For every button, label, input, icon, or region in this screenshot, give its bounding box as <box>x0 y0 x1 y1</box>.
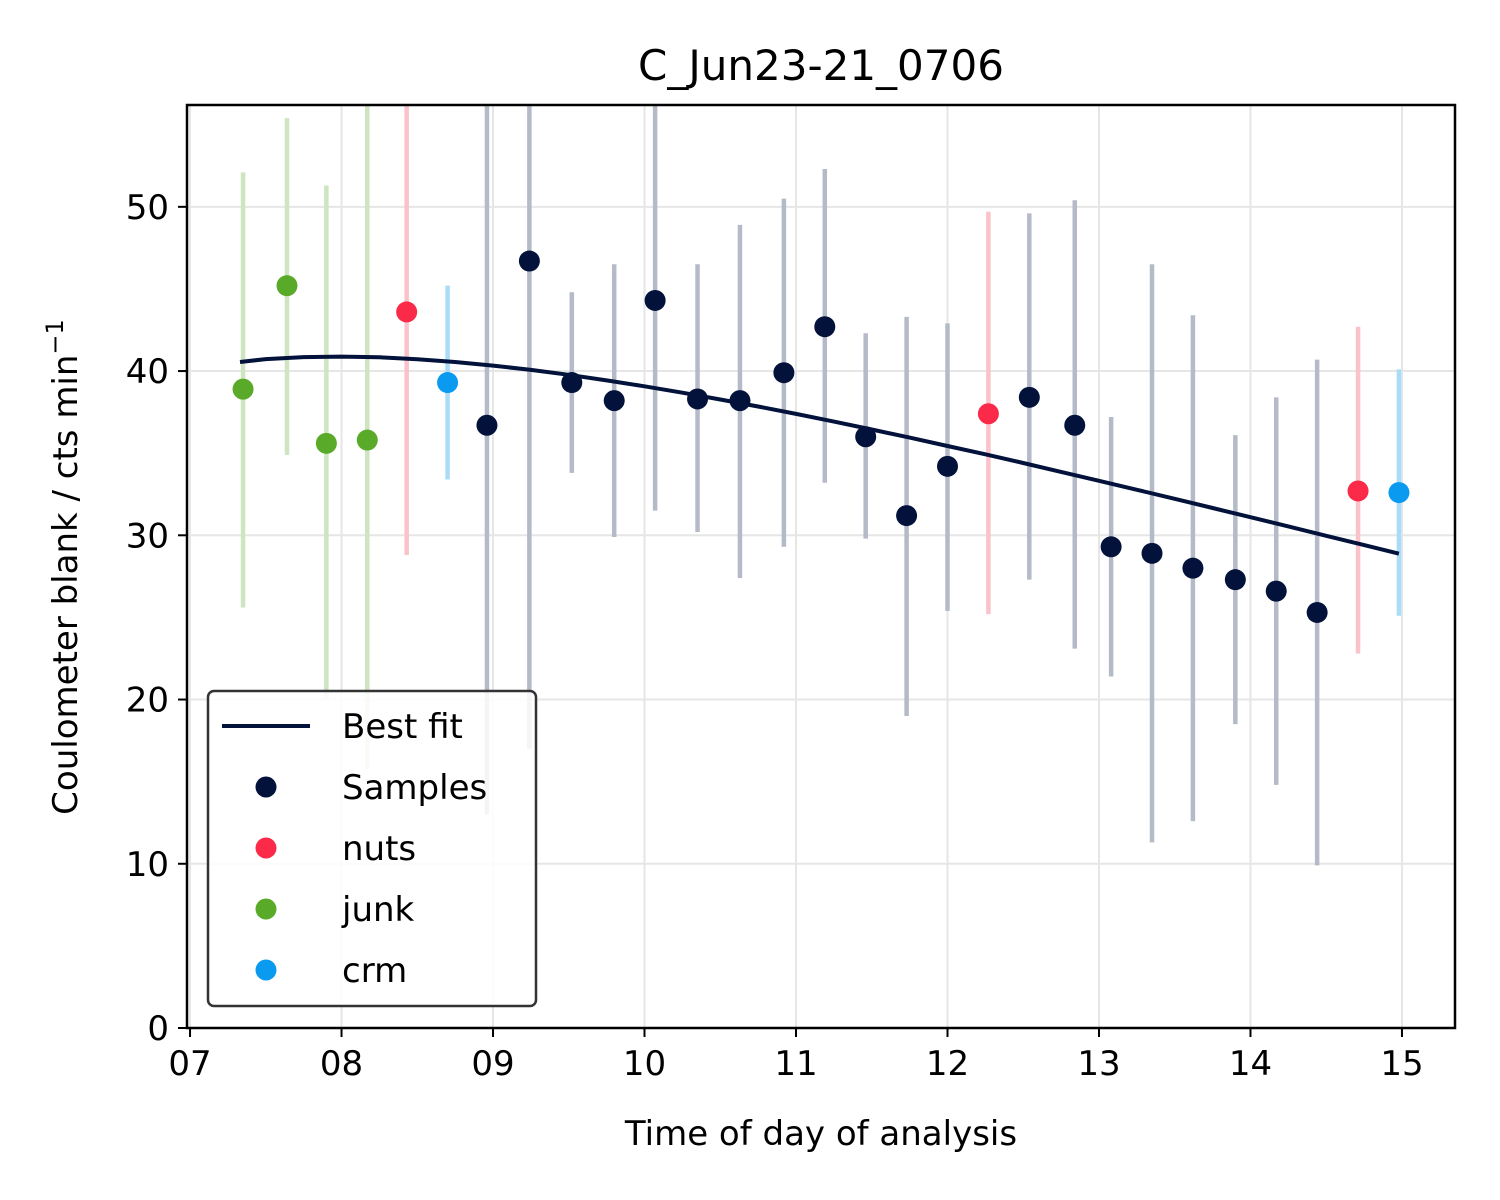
legend-swatch-crm <box>255 959 277 981</box>
legend: Best fit Samples nuts junk crm <box>206 689 538 1008</box>
y-tick-label: 50 <box>126 188 169 228</box>
best-fit-line <box>239 354 1400 556</box>
crm-point <box>1388 482 1410 504</box>
axis-ticks: 07 08 09 10 11 12 13 14 15 0 10 20 30 40 50 <box>126 188 1424 1084</box>
x-axis-label: Time of day of analysis <box>624 1114 1017 1154</box>
crm-point <box>437 372 459 394</box>
x-tick-label: 11 <box>774 1044 817 1084</box>
legend-swatch-junk <box>255 898 277 920</box>
samples-point <box>814 316 836 338</box>
samples-point <box>729 390 751 412</box>
samples-point <box>561 372 583 394</box>
legend-swatch-samples <box>255 776 277 798</box>
junk-point <box>356 429 378 451</box>
samples-point <box>644 289 666 311</box>
nuts-point <box>977 403 999 425</box>
samples-point <box>855 426 877 448</box>
y-tick-label: 20 <box>126 681 169 721</box>
samples-point <box>1306 601 1328 623</box>
nuts-point <box>396 301 418 323</box>
samples-point <box>896 505 918 527</box>
x-tick-label: 12 <box>926 1044 969 1084</box>
legend-entries: Best fit Samples nuts junk crm <box>222 707 487 991</box>
y-axis-label-main: Coulometer blank / cts min <box>46 355 86 815</box>
samples-point <box>1100 536 1122 558</box>
x-tick-label: 15 <box>1380 1044 1423 1084</box>
samples-point <box>1064 414 1086 436</box>
samples-point <box>1018 386 1040 408</box>
y-tick-label: 0 <box>147 1009 169 1049</box>
samples-point <box>1265 580 1287 602</box>
y-tick-label: 10 <box>126 845 169 885</box>
x-tick-label: 10 <box>623 1044 666 1084</box>
legend-box <box>206 689 538 1008</box>
chart-title: C_Jun23-21_0706 <box>638 41 1004 90</box>
samples-point <box>518 250 540 272</box>
data-points <box>232 250 1410 623</box>
legend-label-crm: crm <box>342 951 407 991</box>
samples-point <box>936 455 958 477</box>
samples-point <box>1141 542 1163 564</box>
samples-point <box>603 390 625 412</box>
legend-label-junk: junk <box>341 890 415 930</box>
legend-swatch-nuts <box>255 837 277 859</box>
samples-point <box>773 362 795 384</box>
x-tick-label: 08 <box>320 1044 363 1084</box>
y-tick-label: 30 <box>126 516 169 556</box>
samples-point <box>476 414 498 436</box>
samples-point <box>687 388 709 410</box>
junk-point <box>315 432 337 454</box>
x-tick-label: 07 <box>168 1044 211 1084</box>
legend-label-samples: Samples <box>342 768 487 808</box>
x-tick-label: 13 <box>1077 1044 1120 1084</box>
y-tick-label: 40 <box>126 352 169 392</box>
samples-point <box>1224 569 1246 591</box>
junk-point <box>232 378 254 400</box>
plot-frame <box>185 103 1457 1030</box>
samples-point <box>1182 557 1204 579</box>
nuts-point <box>1347 480 1369 502</box>
best-fit-layer <box>239 354 1400 556</box>
legend-label-nuts: nuts <box>342 829 416 869</box>
x-tick-label: 09 <box>471 1044 514 1084</box>
y-axis-label-superscript: −1 <box>41 319 69 354</box>
y-axis-label: Coulometer blank / cts min−1 <box>41 319 86 815</box>
junk-point <box>276 275 298 297</box>
legend-label-best-fit: Best fit <box>342 707 463 747</box>
x-tick-label: 14 <box>1229 1044 1272 1084</box>
